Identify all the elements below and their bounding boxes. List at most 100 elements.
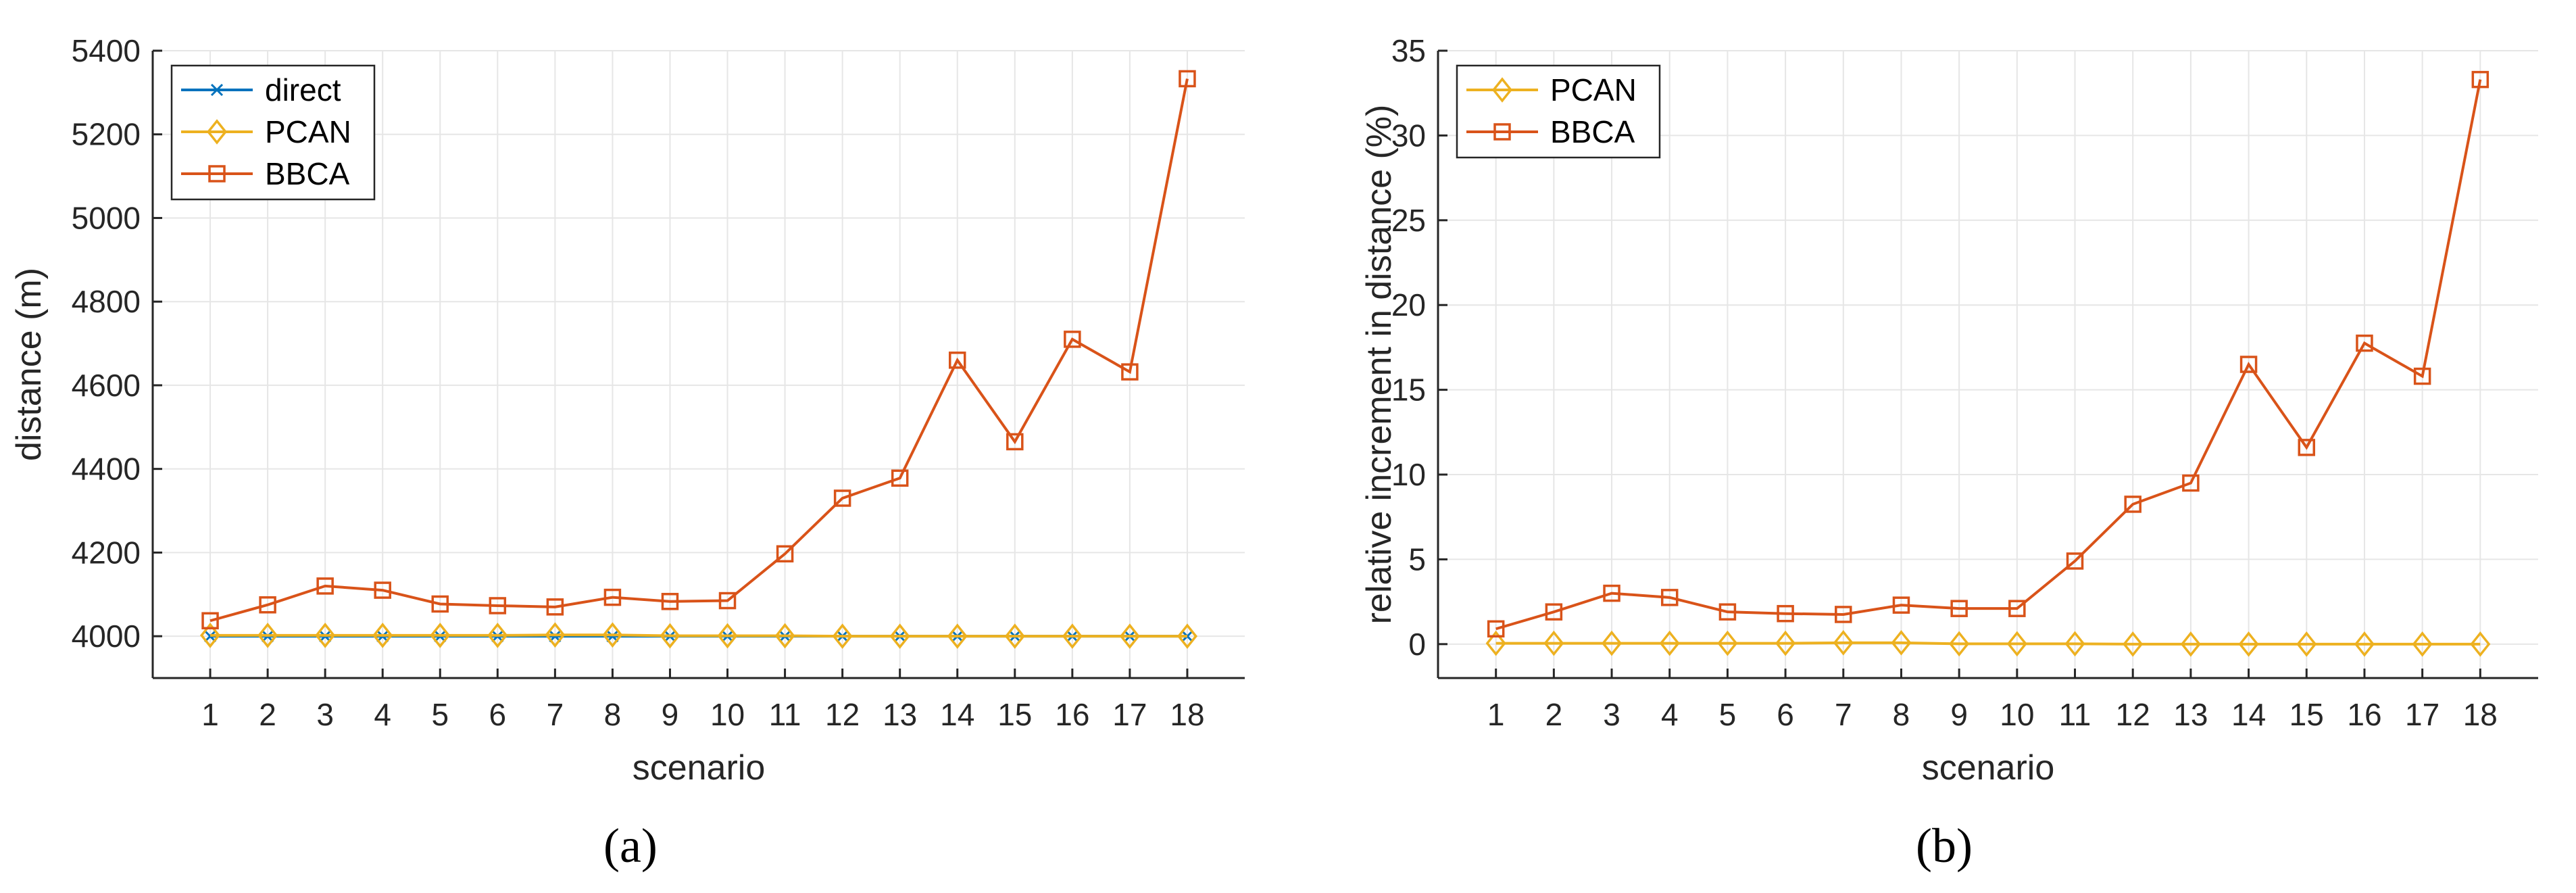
data-point-square bbox=[316, 577, 334, 595]
data-point-diamond bbox=[717, 623, 738, 649]
data-point-square bbox=[208, 165, 226, 183]
x-tick-label: 11 bbox=[769, 697, 801, 732]
x-tick-label: 15 bbox=[2289, 697, 2324, 732]
x-tick-label: 7 bbox=[1835, 697, 1852, 732]
x-tick-label: 3 bbox=[1603, 697, 1620, 732]
panel-label-a: (a) bbox=[603, 819, 658, 873]
x-tick-label: 8 bbox=[604, 697, 622, 732]
legend-label: BBCA bbox=[1550, 114, 1635, 149]
y-tick-label: 5200 bbox=[72, 117, 141, 152]
data-point-square bbox=[661, 593, 679, 610]
data-point-square bbox=[776, 545, 794, 563]
data-point-square bbox=[2182, 474, 2200, 492]
data-point-diamond bbox=[430, 623, 451, 648]
data-point-square bbox=[489, 597, 507, 614]
data-point-diamond bbox=[2006, 631, 2027, 657]
y-tick-label: 4200 bbox=[72, 535, 141, 570]
data-point-square bbox=[1603, 584, 1620, 602]
data-point-diamond bbox=[1833, 630, 1854, 656]
x-axis-label: scenario bbox=[633, 748, 766, 788]
data-point-diamond bbox=[2470, 631, 2491, 657]
legend: PCAN BBCA bbox=[1456, 64, 1661, 159]
x-tick-label: 6 bbox=[489, 697, 507, 732]
data-point-diamond bbox=[200, 623, 221, 648]
data-point-square bbox=[1545, 603, 1563, 621]
data-point-diamond bbox=[2412, 631, 2433, 657]
data-point-diamond bbox=[2238, 631, 2259, 657]
data-point-square bbox=[891, 469, 909, 487]
chart-a: 1 2 3 4 5 6 7 8 9 10 11 12 13 14 15 16 17 184000420044004… bbox=[9, 33, 1245, 788]
legend-label: PCAN bbox=[1550, 72, 1637, 107]
data-point-diamond bbox=[1659, 630, 1680, 656]
data-point-square bbox=[2239, 356, 2258, 373]
data-point-square bbox=[2124, 496, 2141, 513]
x-tick-label: 9 bbox=[1950, 697, 1968, 732]
data-point-square bbox=[201, 612, 219, 629]
data-point-diamond bbox=[1775, 630, 1796, 656]
legend-label: PCAN bbox=[265, 114, 351, 149]
data-point-x bbox=[1181, 630, 1194, 643]
data-point-square bbox=[1487, 620, 1505, 638]
series-pcan bbox=[200, 622, 1197, 649]
data-point-square bbox=[1179, 70, 1196, 88]
y-tick-label: 20 bbox=[1391, 287, 1426, 322]
data-point-square bbox=[1718, 603, 1737, 621]
data-point-square bbox=[546, 598, 564, 616]
x-tick-label: 11 bbox=[2059, 697, 2091, 732]
data-point-diamond bbox=[206, 119, 228, 145]
chart-b: 1 2 3 4 5 6 7 8 9 10 11 12 13 14 15 16 17 180510152025303… bbox=[1360, 33, 2538, 788]
data-point-diamond bbox=[832, 623, 853, 649]
x-tick-label: 3 bbox=[316, 697, 334, 732]
x-tick-label: 14 bbox=[2231, 697, 2266, 732]
x-tick-label: 1 bbox=[1487, 697, 1505, 732]
data-point-square bbox=[1006, 433, 1024, 451]
series-bbca bbox=[1487, 70, 2490, 638]
data-point-square bbox=[431, 595, 449, 613]
x-tick-label: 18 bbox=[1170, 697, 1204, 732]
data-point-diamond bbox=[1119, 623, 1140, 649]
y-tick-label: 4600 bbox=[72, 368, 141, 403]
x-tick-label: 4 bbox=[1661, 697, 1679, 732]
legend-label: BBCA bbox=[265, 156, 350, 191]
data-point-diamond bbox=[1491, 77, 1513, 103]
data-point-square bbox=[374, 581, 391, 599]
data-point-x bbox=[210, 83, 224, 97]
data-point-square bbox=[1777, 604, 1794, 623]
series-line-pcan bbox=[1495, 641, 2481, 646]
data-point-diamond bbox=[1717, 630, 1738, 656]
series-line-bbca bbox=[1495, 79, 2482, 631]
data-point-square bbox=[2413, 367, 2431, 385]
x-tick-label: 18 bbox=[2463, 697, 2498, 732]
data-point-square bbox=[2298, 439, 2316, 456]
x-tick-label: 5 bbox=[1719, 697, 1737, 732]
data-point-diamond bbox=[487, 623, 508, 648]
data-point-square bbox=[2008, 600, 2026, 617]
x-tick-label: 16 bbox=[2347, 697, 2381, 732]
legend: direct PCAN BBCA bbox=[170, 64, 376, 201]
y-tick-label: 4000 bbox=[72, 619, 141, 654]
data-point-diamond bbox=[660, 623, 680, 649]
data-point-square bbox=[603, 588, 622, 606]
x-tick-label: 4 bbox=[374, 697, 391, 732]
data-point-diamond bbox=[545, 622, 566, 648]
x-tick-label: 13 bbox=[2173, 697, 2208, 732]
data-point-diamond bbox=[2123, 631, 2144, 657]
data-point-square bbox=[1493, 123, 1511, 141]
data-point-square bbox=[1064, 331, 1081, 348]
data-point-diamond bbox=[2354, 631, 2375, 657]
data-point-square bbox=[2356, 334, 2373, 352]
y-axis-label: distance (m) bbox=[9, 268, 49, 461]
data-point-diamond bbox=[257, 623, 278, 648]
y-tick-label: 5 bbox=[1408, 541, 1426, 577]
x-tick-label: 2 bbox=[1545, 697, 1563, 732]
x-tick-label: 14 bbox=[940, 697, 974, 732]
y-axis-label: relative increment in distance (%) bbox=[1360, 105, 1399, 625]
x-tick-label: 5 bbox=[431, 697, 449, 732]
data-point-diamond bbox=[2180, 631, 2201, 657]
data-point-diamond bbox=[774, 623, 795, 649]
data-point-diamond bbox=[315, 623, 336, 648]
data-point-diamond bbox=[372, 623, 393, 648]
data-point-square bbox=[718, 592, 737, 610]
data-point-square bbox=[833, 489, 851, 507]
data-point-diamond bbox=[947, 623, 968, 649]
